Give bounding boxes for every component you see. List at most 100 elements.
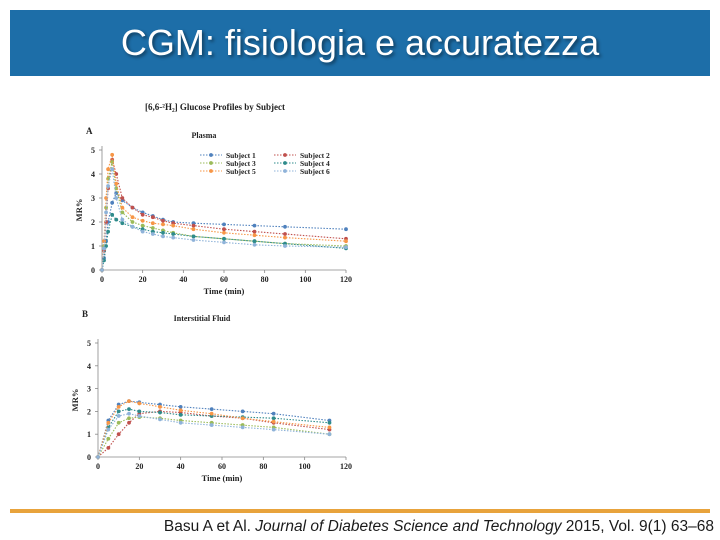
legend-marker bbox=[283, 161, 287, 165]
panel-b-data-point bbox=[158, 404, 162, 409]
panel-a-data-point bbox=[344, 239, 348, 244]
panel-b-data-point bbox=[327, 420, 332, 425]
legend-marker bbox=[283, 169, 287, 173]
panel-a-y-tick-label: 5 bbox=[91, 146, 95, 155]
panel-a-data-point bbox=[120, 217, 125, 222]
panel-a-data-point bbox=[120, 221, 125, 226]
panel-b-data-point bbox=[209, 407, 214, 412]
panel-b-data-point bbox=[137, 409, 142, 414]
panel-a-data-point bbox=[171, 232, 176, 236]
panel-b-data-point bbox=[209, 423, 214, 427]
panel-b-x-tick-label: 100 bbox=[299, 462, 311, 471]
panel-b-y-tick-label: 0 bbox=[87, 453, 91, 462]
panel-b-y-tick-label: 1 bbox=[87, 430, 91, 439]
panel-b-data-point bbox=[271, 427, 276, 432]
panel-a-x-tick-label: 20 bbox=[139, 275, 147, 284]
panel-b-data-point bbox=[240, 425, 245, 430]
panel-a-title: Plasma bbox=[192, 131, 217, 140]
panel-b-data-point bbox=[178, 412, 183, 417]
panel-a-series-line bbox=[101, 169, 347, 271]
panel-b-x-tick-label: 80 bbox=[259, 462, 267, 471]
panel-a-series-line bbox=[101, 159, 347, 271]
panel-b-data-point bbox=[116, 420, 121, 425]
panel-a-data-point bbox=[114, 196, 119, 200]
panel-b-data-point bbox=[178, 408, 183, 413]
legend-marker bbox=[209, 153, 213, 157]
citation: Basu A et Al. Journal of Diabetes Scienc… bbox=[10, 518, 714, 536]
panel-a-data-point bbox=[100, 268, 104, 272]
panel-b-data-point bbox=[158, 417, 162, 422]
panel-b-data-point bbox=[106, 445, 111, 450]
legend-entry: Subject 4 bbox=[300, 159, 330, 168]
panel-a-data-point bbox=[106, 184, 110, 188]
panel-b-series-line bbox=[97, 400, 330, 458]
panel-a-y-tick-label: 4 bbox=[91, 170, 95, 179]
footer-divider bbox=[10, 509, 710, 513]
panel-a-data-point bbox=[140, 229, 145, 234]
panel-b-data-point bbox=[137, 401, 142, 406]
panel-a-data-point bbox=[150, 232, 155, 236]
panel-b-data-point bbox=[271, 411, 276, 416]
panel-a-data-point bbox=[120, 205, 125, 210]
panel-a-data-point bbox=[120, 196, 125, 200]
panel-b-y-tick-label: 4 bbox=[87, 362, 91, 371]
panel-a-data-point bbox=[110, 200, 115, 205]
panel-a-data-point bbox=[102, 239, 106, 244]
panel-b-title: Interstitial Fluid bbox=[174, 314, 231, 323]
panel-b-data-point bbox=[106, 420, 111, 425]
panel-a-data-point bbox=[222, 236, 226, 241]
panel-a-data-point bbox=[283, 235, 287, 240]
panel-b-data-point bbox=[127, 411, 131, 416]
citation-details: 2015, Vol. 9(1) 63–68 bbox=[565, 518, 714, 535]
panel-b-data-point bbox=[271, 419, 276, 424]
panel-b-y-tick-label: 2 bbox=[87, 407, 91, 416]
panel-a-data-point bbox=[120, 210, 125, 215]
panel-a-data-point bbox=[140, 223, 145, 228]
panel-b-data-point bbox=[127, 416, 131, 421]
panel-a-data-point bbox=[191, 238, 196, 242]
title-bar: CGM: fisiologia e accuratezza bbox=[10, 10, 710, 76]
slide-title: CGM: fisiologia e accuratezza bbox=[120, 22, 600, 63]
panel-b-series-line bbox=[97, 416, 330, 458]
panel-b-letter: B bbox=[82, 309, 88, 319]
panel-a-data-point bbox=[104, 210, 108, 215]
panel-b-y-tick-label: 5 bbox=[87, 339, 91, 348]
panel-b-x-label: Time (min) bbox=[202, 473, 243, 483]
panel-b-data-point bbox=[271, 416, 276, 421]
panel-b-data-point bbox=[116, 404, 121, 409]
panel-a-data-point bbox=[344, 227, 348, 232]
panel-b-x-tick-label: 0 bbox=[96, 462, 100, 471]
panel-a-x-tick-label: 100 bbox=[299, 275, 311, 284]
panel-a-data-point bbox=[344, 245, 348, 250]
panel-b-data-point bbox=[209, 411, 214, 416]
panel-a-data-point bbox=[110, 212, 115, 217]
panel-b-series-line bbox=[97, 413, 330, 458]
panel-b-data-point bbox=[327, 425, 332, 430]
panel-a-data-point bbox=[110, 167, 115, 172]
panel-a-data-point bbox=[150, 226, 155, 230]
panel-a-data-point bbox=[171, 235, 176, 240]
panel-a-data-point bbox=[283, 232, 287, 236]
panel-a-data-point bbox=[161, 230, 165, 235]
panel-a-data-point bbox=[252, 233, 257, 238]
panel-b-data-point bbox=[178, 420, 183, 425]
panel-a-data-point bbox=[161, 218, 165, 223]
panel-a-data-point bbox=[150, 215, 155, 220]
panel-b-y-label: MR% bbox=[70, 389, 80, 412]
panel-a-data-point bbox=[106, 229, 110, 234]
panel-a-x-tick-label: 60 bbox=[220, 275, 228, 284]
panel-a-data-point bbox=[102, 246, 106, 251]
panel-a-x-tick-label: 120 bbox=[340, 275, 352, 284]
panel-a-data-point bbox=[140, 212, 145, 217]
panel-a-series-line bbox=[101, 161, 347, 271]
panel-a-data-point bbox=[191, 223, 196, 228]
panel-a-data-point bbox=[222, 230, 226, 235]
panel-b-data-point bbox=[178, 404, 183, 409]
panel-b-data-point bbox=[127, 399, 131, 404]
panel-b-data-point bbox=[137, 414, 142, 418]
legend-marker bbox=[209, 169, 213, 173]
citation-journal: Journal of Diabetes Science and Technolo… bbox=[255, 518, 562, 535]
panel-a-data-point bbox=[130, 215, 135, 220]
panel-b-x-tick-label: 60 bbox=[218, 462, 226, 471]
panel-a-data-point bbox=[102, 258, 106, 263]
